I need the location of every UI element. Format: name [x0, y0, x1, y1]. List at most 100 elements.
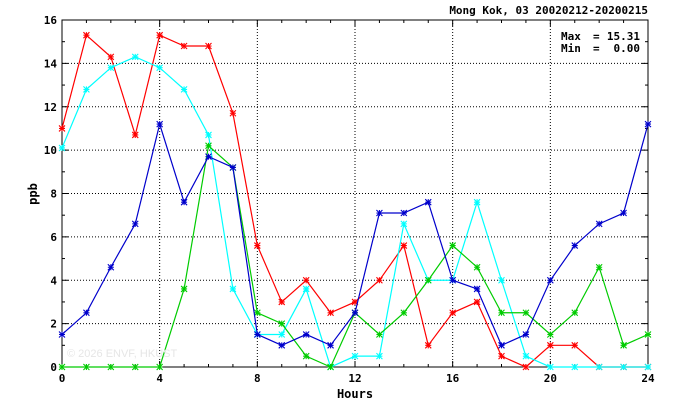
data-point	[620, 363, 627, 371]
data-point	[546, 341, 554, 349]
series-3	[58, 120, 652, 349]
data-point	[131, 53, 139, 61]
data-point	[522, 352, 530, 360]
data-point	[107, 263, 115, 271]
data-point	[546, 331, 554, 338]
x-tick-label: 0	[59, 372, 66, 385]
data-point	[571, 341, 579, 349]
data-point	[522, 331, 530, 338]
data-point	[156, 120, 164, 128]
data-point	[327, 341, 334, 349]
data-point	[424, 341, 432, 349]
data-point	[327, 309, 334, 317]
data-point	[278, 320, 286, 328]
data-point	[400, 209, 408, 217]
y-tick-label: 16	[44, 14, 58, 27]
data-point	[205, 153, 212, 161]
min-equals: =	[593, 42, 600, 55]
data-point	[595, 220, 603, 228]
data-point	[302, 331, 310, 338]
y-tick-label: 4	[50, 274, 57, 287]
data-point	[205, 42, 212, 50]
data-point	[473, 285, 481, 293]
data-point	[546, 276, 554, 284]
data-point	[400, 242, 408, 249]
data-point	[107, 64, 115, 72]
data-point	[498, 309, 505, 317]
data-point	[302, 285, 310, 293]
data-point	[253, 331, 261, 338]
data-point	[644, 331, 652, 338]
data-point	[83, 363, 90, 371]
y-tick-label: 6	[50, 231, 57, 244]
data-point	[351, 352, 359, 360]
x-axis-label: Hours	[337, 387, 373, 401]
max-label: Max	[561, 30, 581, 43]
data-point	[131, 220, 139, 228]
data-point	[229, 164, 237, 171]
data-point	[571, 242, 579, 249]
data-point	[376, 331, 383, 338]
data-point	[620, 341, 627, 349]
y-tick-label: 0	[50, 361, 57, 374]
plot-frame	[61, 19, 649, 368]
data-point	[156, 31, 164, 39]
data-point	[156, 64, 164, 72]
data-point	[595, 263, 603, 271]
data-point	[205, 131, 212, 139]
x-tick-label: 24	[641, 372, 655, 385]
data-point	[229, 285, 237, 293]
x-tick-label: 16	[446, 372, 460, 385]
x-tick-label: 20	[544, 372, 557, 385]
y-tick-label: 10	[44, 144, 57, 157]
data-point	[302, 352, 310, 360]
data-point	[180, 42, 188, 50]
series-layer	[58, 31, 652, 371]
data-point	[205, 142, 212, 150]
min-label: Min	[561, 42, 581, 55]
data-point	[400, 309, 408, 317]
data-point	[522, 363, 530, 371]
data-point	[473, 298, 481, 306]
data-point	[180, 86, 188, 93]
data-point	[327, 363, 334, 371]
data-point	[58, 363, 66, 371]
data-point	[571, 363, 579, 371]
y-tick-label: 2	[50, 318, 57, 331]
watermark: © 2026 ENVF, HKUST	[67, 348, 177, 360]
max-equals: =	[593, 30, 600, 43]
data-point	[449, 242, 457, 249]
x-tick-label: 4	[156, 372, 163, 385]
data-point	[376, 352, 383, 360]
data-point	[546, 363, 554, 371]
data-point	[229, 109, 237, 117]
data-point	[253, 242, 261, 249]
data-point	[449, 276, 457, 284]
chart-title: Mong Kok, 03 20020212-20200215	[449, 4, 648, 17]
y-axis-label: ppb	[26, 183, 40, 205]
data-point	[351, 309, 359, 317]
data-point	[253, 309, 261, 317]
data-point	[278, 331, 286, 338]
data-point	[83, 31, 90, 39]
data-point	[83, 309, 90, 317]
data-point	[498, 276, 505, 284]
data-point	[302, 276, 310, 284]
max-value: 15.31	[607, 30, 640, 43]
y-tick-label: 14	[44, 57, 58, 70]
y-tick-label: 12	[44, 101, 57, 114]
data-point	[498, 341, 505, 349]
data-point	[156, 363, 164, 371]
min-value: 0.00	[614, 42, 641, 55]
data-point	[131, 363, 139, 371]
data-point	[107, 53, 115, 61]
data-point	[449, 309, 457, 317]
data-point	[571, 309, 579, 317]
data-point	[522, 309, 530, 317]
data-point	[498, 352, 505, 360]
x-tick-label: 12	[348, 372, 361, 385]
data-point	[58, 125, 66, 132]
data-point	[278, 298, 286, 306]
